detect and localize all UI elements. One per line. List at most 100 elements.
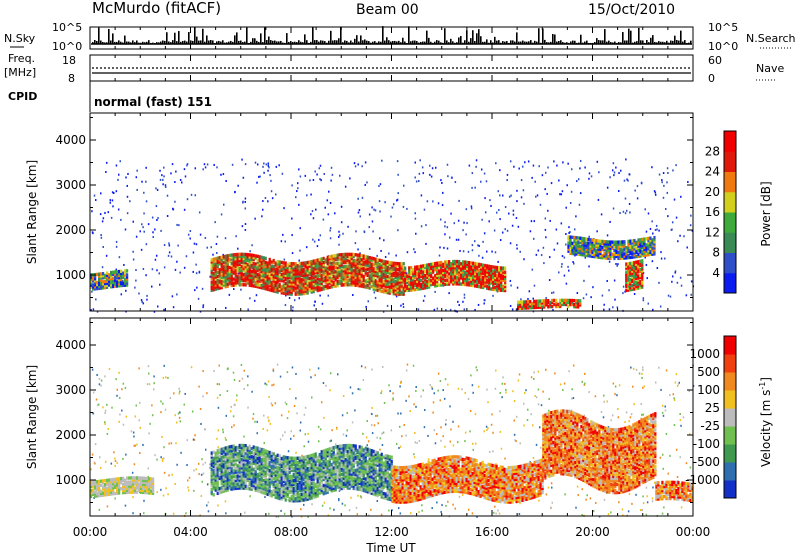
data-cell [627,266,630,270]
scatter-cell [484,197,486,200]
data-cell [448,266,451,270]
scatter-cell [92,412,95,415]
data-cell [589,254,592,258]
scatter-cell [395,442,398,445]
data-cell [118,483,121,487]
data-cell [230,265,233,269]
data-cell [653,240,656,244]
data-cell [300,288,303,292]
data-cell [302,279,305,284]
scatter-cell [436,501,438,504]
scatter-cell [206,504,208,507]
data-cell [114,485,117,490]
data-cell [396,286,399,290]
data-cell [496,286,499,290]
scatter-cell [583,383,586,386]
data-cell [579,240,582,245]
data-cell [348,270,351,275]
data-cell [114,284,117,288]
data-cell [256,264,259,269]
scatter-cell [338,230,340,233]
data-cell [110,478,113,482]
scatter-cell [244,197,247,200]
data-cell [356,257,359,261]
data-cell [408,282,411,286]
data-cell [258,279,261,283]
data-cell [480,271,483,275]
data-cell [314,267,317,271]
data-cell [641,261,644,265]
data-cell [330,276,333,281]
data-cell [346,264,349,269]
data-cell [468,271,471,275]
scatter-cell [155,205,158,208]
data-cell [314,285,317,289]
scatter-cell [130,430,133,433]
scatter-cell [184,175,187,178]
data-cell [641,237,644,242]
scatter-cell [265,163,268,166]
data-cell [114,278,117,282]
scatter-cell [209,466,211,469]
data-cell [386,282,389,287]
scatter-cell [349,177,351,180]
scatter-cell [105,170,107,173]
data-cell [230,253,233,257]
data-cell [567,243,570,247]
scatter-cell [444,225,446,228]
data-cell [332,262,335,266]
data-cell [492,273,495,277]
scatter-cell [654,191,657,194]
data-cell [575,236,578,240]
data-cell [256,272,259,277]
scatter-cell [477,385,480,388]
data-cell [304,261,307,265]
scatter-cell [278,164,280,167]
scatter-cell [329,440,331,443]
data-cell [496,278,499,282]
scatter-cell [187,486,189,489]
data-cell [470,265,473,269]
scatter-cell [655,224,658,227]
data-cell [376,274,379,278]
data-cell [498,272,501,276]
data-cell [340,283,343,287]
data-cell [448,280,451,284]
data-cell [502,286,505,291]
scatter-cell [191,410,194,413]
data-cell [220,283,223,288]
data-cell [366,263,369,267]
data-cell [589,246,592,250]
data-cell [126,269,129,273]
data-cell [615,252,618,257]
data-cell [386,276,389,281]
data-cell [284,275,287,280]
data-cell [284,269,287,273]
scatter-cell [458,304,460,307]
data-cell [288,269,291,274]
data-cell [118,271,121,276]
data-cell [543,305,546,309]
data-cell [256,254,259,259]
scatter-cell [458,199,460,202]
data-cell [330,266,333,271]
data-cell [362,268,365,273]
data-cell [484,267,487,272]
data-cell [308,286,311,291]
scatter-cell [120,218,122,221]
colorbar-tick-label: 4 [712,266,720,280]
data-cell [641,259,644,263]
scatter-cell [624,421,626,424]
scatter-cell [436,433,438,436]
data-cell [354,261,357,265]
data-cell [406,286,409,291]
data-cell [210,264,213,268]
data-cell [278,284,281,289]
data-cell [318,257,321,262]
data-cell [124,484,127,489]
nsky-trace [91,26,692,45]
data-cell [258,265,261,269]
scatter-cell [376,254,378,257]
data-cell [637,252,640,256]
data-cell [322,287,325,291]
